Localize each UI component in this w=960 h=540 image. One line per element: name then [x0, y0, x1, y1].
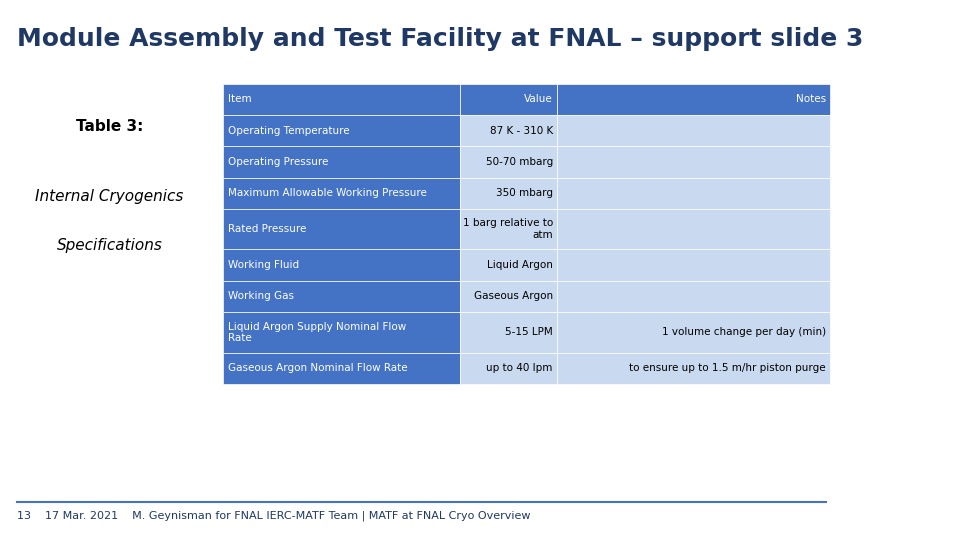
Text: 50-70 mbarg: 50-70 mbarg — [486, 157, 553, 167]
Text: Specifications: Specifications — [57, 238, 162, 253]
Bar — [224, 115, 460, 146]
Text: Notes: Notes — [796, 94, 826, 104]
Bar — [460, 115, 557, 146]
Text: 1 barg relative to
atm: 1 barg relative to atm — [463, 219, 553, 240]
Text: 5-15 LPM: 5-15 LPM — [505, 327, 553, 338]
Text: Working Fluid: Working Fluid — [228, 260, 299, 270]
Bar — [224, 281, 460, 312]
Text: Internal Cryogenics: Internal Cryogenics — [36, 189, 183, 204]
Text: Value: Value — [524, 94, 553, 104]
Text: Liquid Argon: Liquid Argon — [487, 260, 553, 270]
Bar — [557, 178, 830, 209]
Text: 13    17 Mar. 2021    M. Geynisman for FNAL IERC-MATF Team | MATF at FNAL Cryo O: 13 17 Mar. 2021 M. Geynisman for FNAL IE… — [17, 510, 530, 521]
Text: 1 volume change per day (min): 1 volume change per day (min) — [661, 327, 826, 338]
Bar — [557, 249, 830, 281]
Text: Operating Temperature: Operating Temperature — [228, 126, 349, 136]
Bar — [460, 249, 557, 281]
Text: Rated Pressure: Rated Pressure — [228, 224, 306, 234]
Bar — [557, 146, 830, 178]
Bar — [557, 281, 830, 312]
Text: 87 K - 310 K: 87 K - 310 K — [490, 126, 553, 136]
Text: Item: Item — [228, 94, 252, 104]
Text: to ensure up to 1.5 m/hr piston purge: to ensure up to 1.5 m/hr piston purge — [629, 363, 826, 373]
Bar — [557, 312, 830, 353]
Bar — [460, 178, 557, 209]
Bar — [460, 312, 557, 353]
Text: Table 3:: Table 3: — [76, 119, 143, 134]
Bar — [224, 249, 460, 281]
Text: Working Gas: Working Gas — [228, 292, 294, 301]
Bar — [460, 281, 557, 312]
Text: 350 mbarg: 350 mbarg — [496, 188, 553, 198]
Bar — [557, 353, 830, 384]
Bar — [557, 209, 830, 249]
Bar — [460, 146, 557, 178]
Bar — [224, 146, 460, 178]
Bar — [460, 84, 557, 115]
Text: Liquid Argon Supply Nominal Flow
Rate: Liquid Argon Supply Nominal Flow Rate — [228, 322, 406, 343]
Bar — [224, 209, 460, 249]
Text: Maximum Allowable Working Pressure: Maximum Allowable Working Pressure — [228, 188, 426, 198]
Bar — [557, 115, 830, 146]
Bar — [557, 84, 830, 115]
Bar — [224, 312, 460, 353]
Text: up to 40 lpm: up to 40 lpm — [487, 363, 553, 373]
Text: Operating Pressure: Operating Pressure — [228, 157, 328, 167]
Text: Module Assembly and Test Facility at FNAL – support slide 3: Module Assembly and Test Facility at FNA… — [17, 27, 863, 51]
Text: Gaseous Argon Nominal Flow Rate: Gaseous Argon Nominal Flow Rate — [228, 363, 407, 373]
Bar — [460, 209, 557, 249]
Bar — [224, 353, 460, 384]
Text: Gaseous Argon: Gaseous Argon — [473, 292, 553, 301]
Bar — [224, 178, 460, 209]
Bar — [460, 353, 557, 384]
Bar — [224, 84, 460, 115]
